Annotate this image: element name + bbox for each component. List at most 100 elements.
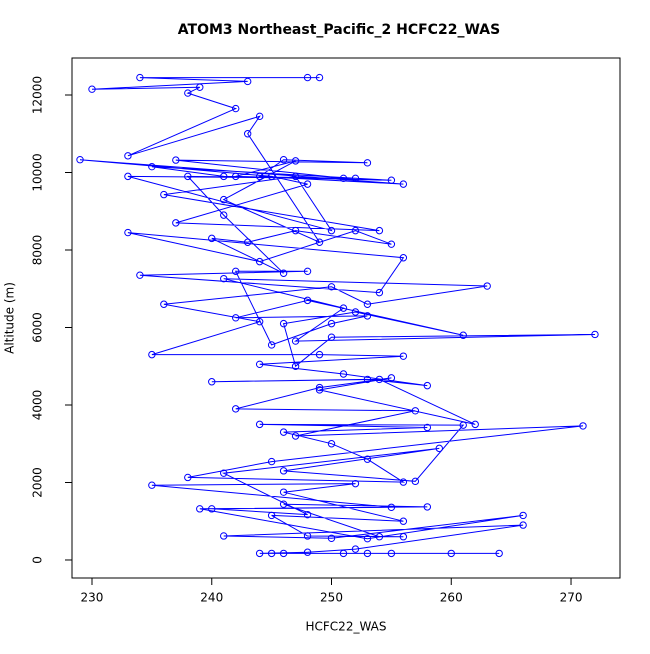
data-point bbox=[375, 288, 384, 297]
data-point bbox=[519, 521, 527, 529]
data-point bbox=[447, 549, 455, 558]
data-point bbox=[160, 190, 168, 199]
x-tick-label: 250 bbox=[320, 591, 343, 605]
data-point bbox=[303, 532, 312, 540]
data-point bbox=[351, 545, 360, 553]
data-point bbox=[184, 89, 192, 97]
data-point bbox=[279, 467, 288, 475]
data-point bbox=[208, 505, 216, 513]
data-point bbox=[243, 77, 252, 86]
data-point bbox=[220, 211, 228, 219]
x-tick-label: 230 bbox=[81, 591, 104, 605]
data-point bbox=[255, 257, 264, 266]
data-point bbox=[423, 503, 432, 511]
data-point bbox=[387, 240, 396, 248]
data-point bbox=[291, 362, 300, 370]
data-point bbox=[160, 300, 168, 308]
data-point bbox=[255, 360, 264, 369]
y-tick-label: 10000 bbox=[31, 153, 45, 191]
data-point bbox=[363, 375, 372, 384]
data-point bbox=[279, 500, 288, 508]
data-point bbox=[591, 330, 599, 339]
data-point bbox=[351, 308, 360, 316]
data-point bbox=[375, 533, 384, 541]
data-point bbox=[315, 73, 324, 82]
data-point bbox=[315, 350, 324, 359]
data-point bbox=[303, 267, 312, 276]
data-point bbox=[255, 317, 264, 326]
data-point bbox=[279, 428, 288, 436]
data-point bbox=[327, 319, 336, 328]
data-point bbox=[220, 469, 228, 477]
chart-title: ATOM3 Northeast_Pacific_2 HCFC22_WAS bbox=[178, 22, 500, 38]
data-point bbox=[255, 549, 264, 558]
data-point bbox=[267, 341, 276, 349]
data-point bbox=[351, 226, 360, 235]
data-point bbox=[387, 549, 396, 558]
data-point bbox=[303, 548, 312, 556]
data-point bbox=[124, 228, 132, 237]
data-point bbox=[267, 172, 276, 181]
data-point bbox=[267, 511, 276, 520]
data-point bbox=[184, 172, 192, 181]
data-point bbox=[303, 73, 312, 82]
data-point bbox=[303, 180, 312, 188]
data-point bbox=[399, 517, 408, 525]
data-point bbox=[363, 300, 372, 308]
data-point bbox=[208, 234, 216, 243]
data-point bbox=[387, 503, 396, 511]
data-point bbox=[459, 421, 467, 429]
data-point bbox=[291, 172, 300, 181]
data-point bbox=[351, 174, 360, 183]
data-point bbox=[339, 174, 348, 183]
data-point bbox=[136, 73, 144, 82]
data-point bbox=[363, 549, 372, 558]
data-point bbox=[232, 314, 240, 322]
y-tick-label: 0 bbox=[31, 556, 45, 564]
data-point bbox=[423, 423, 432, 432]
data-point bbox=[148, 481, 156, 489]
data-point bbox=[267, 457, 276, 466]
data-point bbox=[124, 172, 132, 181]
data-point bbox=[471, 420, 479, 429]
data-point bbox=[232, 172, 240, 181]
data-point bbox=[375, 226, 384, 235]
data-point bbox=[315, 386, 324, 394]
data-point bbox=[327, 283, 336, 291]
data-point bbox=[495, 549, 503, 558]
data-point bbox=[363, 455, 372, 463]
data-point bbox=[387, 176, 396, 184]
y-tick-label: 12000 bbox=[31, 76, 45, 114]
data-point bbox=[255, 172, 264, 181]
data-point bbox=[339, 370, 348, 378]
data-point bbox=[124, 152, 132, 160]
y-tick-label: 6000 bbox=[31, 312, 45, 343]
data-point bbox=[579, 422, 587, 430]
data-point bbox=[327, 226, 336, 235]
data-point bbox=[279, 549, 288, 558]
data-line bbox=[79, 77, 596, 554]
data-point bbox=[196, 505, 204, 513]
data-point bbox=[172, 156, 180, 164]
data-point bbox=[243, 130, 252, 138]
data-point bbox=[327, 440, 336, 448]
data-point bbox=[483, 282, 491, 290]
data-point bbox=[303, 296, 312, 305]
data-point bbox=[303, 510, 312, 519]
data-point bbox=[220, 195, 228, 204]
y-tick-label: 4000 bbox=[31, 390, 45, 421]
data-point bbox=[220, 532, 228, 540]
data-point bbox=[267, 549, 276, 558]
data-point bbox=[291, 226, 300, 235]
data-point bbox=[255, 112, 264, 121]
data-point bbox=[399, 180, 408, 188]
data-point bbox=[232, 267, 240, 276]
data-point bbox=[519, 511, 527, 520]
data-point bbox=[399, 352, 408, 360]
y-axis-label: Altitude (m) bbox=[3, 282, 17, 354]
y-tick-label: 2000 bbox=[31, 467, 45, 498]
data-point bbox=[291, 432, 300, 440]
y-tick-label: 8000 bbox=[31, 235, 45, 266]
